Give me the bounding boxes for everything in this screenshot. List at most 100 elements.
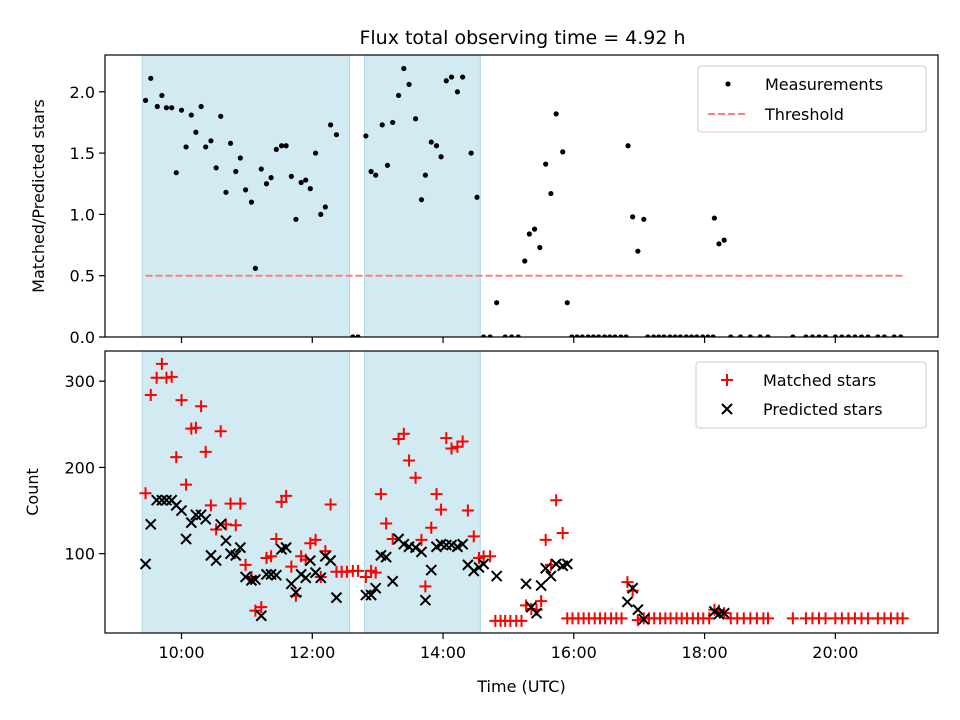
measurements-point <box>641 216 647 222</box>
matched-stars-point <box>265 550 278 563</box>
matched-stars-point <box>199 445 212 458</box>
measurements-point <box>832 334 838 337</box>
measurements-point <box>790 334 796 337</box>
measurements-point <box>142 97 149 103</box>
predicted-stars-point <box>632 604 644 616</box>
matched-stars-point <box>515 614 528 627</box>
measurements-point <box>661 334 667 337</box>
predicted-stars-point <box>425 564 437 576</box>
measurements-point <box>502 334 508 337</box>
matched-stars-point <box>456 435 469 448</box>
predicted-stars-point <box>409 541 422 554</box>
predicted-stars-point <box>255 610 267 622</box>
predicted-stars-point <box>215 518 227 531</box>
measurements-point <box>645 334 651 337</box>
matched-stars-point <box>535 595 548 608</box>
predicted-stars-point <box>239 571 252 583</box>
matched-stars-point <box>896 612 909 625</box>
predicted-stars-point <box>270 569 283 581</box>
matched-stars-point <box>175 394 188 407</box>
top-panel-x-ticks <box>180 337 836 343</box>
measurements-point <box>564 300 570 306</box>
matched-stars-point <box>189 421 202 434</box>
matched-stars-point <box>155 357 168 370</box>
measurements-point <box>765 334 771 337</box>
measurements-point <box>526 231 532 237</box>
matched-stars-point <box>374 488 387 501</box>
matched-stars-point <box>309 533 322 546</box>
measurements-point <box>307 186 313 192</box>
predicted-stars-point <box>490 570 503 582</box>
measurements-point <box>178 107 185 113</box>
measurements-point <box>728 334 734 337</box>
predicted-stars-point <box>561 558 573 570</box>
measurements-point <box>263 181 270 187</box>
measurements-point <box>601 334 608 337</box>
measurements-point <box>258 166 264 172</box>
measurements-point <box>248 199 255 205</box>
observing-window-1 <box>141 350 351 634</box>
measurements-point <box>350 334 356 337</box>
bottom-panel-x-ticks: 10:00 12:00 14:00 16:00 18:00 20:00 <box>158 633 858 662</box>
measurements-point <box>553 111 559 117</box>
measurements-point <box>208 138 214 144</box>
y-tick-label: 0.5 <box>70 267 95 286</box>
legend-label-threshold: Threshold <box>764 105 844 124</box>
predicted-stars-point <box>150 494 163 506</box>
matched-stars-point <box>467 530 480 543</box>
measurements-point <box>173 170 179 176</box>
predicted-stars-point <box>245 574 258 587</box>
measurements-point <box>710 334 716 337</box>
predicted-stars-point <box>545 570 557 582</box>
matched-stars-point <box>229 519 242 532</box>
measurements-point <box>509 334 515 337</box>
measurements-point <box>379 122 385 128</box>
measurements-point <box>233 168 239 175</box>
measurements-point <box>303 177 309 183</box>
measurements-point <box>635 248 641 254</box>
measurements-point <box>448 74 455 80</box>
predicted-stars-point <box>249 573 262 586</box>
legend-label-matched-stars: Matched stars <box>763 371 876 390</box>
measurements-point <box>852 334 858 337</box>
measurements-point <box>537 244 543 251</box>
measurements-point <box>355 334 361 337</box>
measurements-point <box>716 241 722 247</box>
measurements-point <box>898 334 904 337</box>
predicted-stars-point <box>468 565 480 577</box>
x-tick-label: 20:00 <box>812 643 858 662</box>
matched-stars-point <box>397 427 410 440</box>
top-panel-y-ticks: 0.0 0.5 1.0 1.5 2.0 <box>70 83 105 347</box>
measurements-point <box>293 216 299 222</box>
top-panel-legend: Measurements Threshold <box>697 65 927 133</box>
matched-stars-point <box>539 533 552 546</box>
predicted-stars-point <box>220 535 232 547</box>
measurements-point <box>688 334 695 337</box>
observing-window-2 <box>364 54 481 338</box>
measurements-point <box>163 105 170 111</box>
predicted-stars-point <box>365 589 377 601</box>
matched-stars-point <box>425 521 438 534</box>
measurements-point <box>656 334 662 337</box>
predicted-stars-point <box>415 546 428 558</box>
matched-stars-point <box>204 499 217 512</box>
measurements-point <box>252 265 258 271</box>
predicted-stars-point <box>440 539 453 551</box>
x-tick-label: 16:00 <box>551 643 597 662</box>
measurements-point <box>390 119 396 126</box>
measurements-point <box>333 132 340 138</box>
predicted-stars-point <box>477 558 490 570</box>
predicted-stars-point <box>280 541 292 554</box>
measurements-point <box>433 143 440 149</box>
chart-title: Flux total observing time = 4.92 h <box>359 27 685 49</box>
predicted-stars-point <box>210 554 222 567</box>
matched-stars-point <box>255 601 268 614</box>
measurements-point <box>460 74 466 80</box>
bottom-panel-legend: Matched stars Predicted stars <box>695 361 927 429</box>
measurements-point <box>406 81 412 88</box>
predicted-stars-point <box>419 594 432 606</box>
bottom-panel: 100 200 300 10:00 12:00 14:00 16:00 18:00 20:00… <box>23 350 939 696</box>
predicted-stars-point <box>185 516 198 529</box>
predicted-stars-point <box>360 589 372 601</box>
